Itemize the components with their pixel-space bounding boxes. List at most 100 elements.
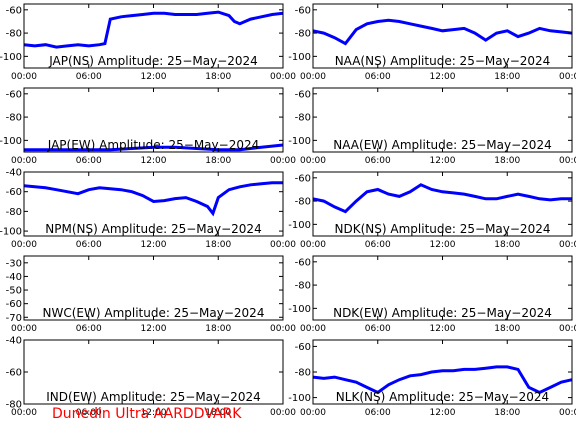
series-line (312, 18, 573, 46)
x-tick-label: 12:00 (430, 156, 456, 166)
panel-title: NDK(EW) Amplitude: 25−May−2024 (333, 306, 552, 320)
panel-title: JAP(EW) Amplitude: 25−May−2024 (47, 138, 259, 152)
x-tick-label: 06:00 (76, 240, 102, 250)
x-tick-label: 00:00 (559, 72, 576, 82)
x-tick-label: 18:00 (494, 324, 520, 334)
x-tick-label: 00:00 (300, 72, 326, 82)
x-tick-label: 00:00 (270, 72, 296, 82)
y-tick-label: -50 (6, 286, 22, 297)
y-tick-label: -100 (288, 304, 311, 315)
panel-3: -60 -80 -100 00:00 06:00 12:00 18:00 00:00 JAP(E… (0, 87, 296, 166)
series-line (312, 365, 573, 395)
x-tick-label: 12:00 (430, 324, 456, 334)
y-tick-label: -80 (295, 113, 311, 124)
y-tick-label: -100 (0, 52, 22, 63)
x-tick-label: 18:00 (205, 156, 231, 166)
y-tick-label: -60 (295, 257, 311, 268)
x-tick-label: 00:00 (11, 72, 37, 82)
y-tick-label: -60 (6, 368, 22, 379)
x-tick-label: 12:00 (141, 324, 167, 334)
x-tick-label: 00:00 (300, 324, 326, 334)
x-tick-label: 12:00 (141, 156, 167, 166)
x-tick-label: 00:00 (300, 240, 326, 250)
x-tick-label: 00:00 (11, 240, 37, 250)
panel-5: -40 -60 -80 -100 00:00 06:00 12:00 18:00 00:00 NP… (0, 168, 296, 251)
y-tick-label: -80 (295, 368, 311, 379)
panel-10: -60 -80 -100 00:00 06:00 12:00 18:00 00:00 NLK(N… (288, 339, 576, 418)
y-tick-label: -80 (6, 400, 22, 411)
x-tick-label: 12:00 (141, 240, 167, 250)
x-tick-label: 12:00 (141, 408, 167, 418)
x-tick-label: 06:00 (365, 324, 391, 334)
x-tick-label: 06:00 (365, 240, 391, 250)
y-tick-label: -80 (295, 281, 311, 292)
series-line (23, 181, 283, 217)
panel-title: NPM(NS) Amplitude: 25−May−2024 (45, 222, 261, 236)
y-tick-label: -40 (6, 272, 22, 283)
y-tick-label: -60 (6, 89, 22, 100)
y-tick-label: -60 (295, 89, 311, 100)
x-tick-label: 06:00 (76, 324, 102, 334)
panel-title: NWC(EW) Amplitude: 25−May−2024 (43, 306, 265, 320)
x-tick-label: 06:00 (365, 72, 391, 82)
y-tick-label: -80 (6, 207, 22, 218)
y-tick-label: -80 (295, 29, 311, 40)
x-tick-label: 12:00 (141, 72, 167, 82)
panel-6: -60 -80 -100 00:00 06:00 12:00 18:00 00:00 NDK(N… (288, 171, 576, 250)
y-tick-label: -80 (6, 113, 22, 124)
y-tick-label: -100 (0, 136, 22, 147)
panel-title: NLK(NS) Amplitude: 25−May−2024 (336, 390, 549, 404)
panel-title: NAA(EW) Amplitude: 25−May−2024 (333, 138, 551, 152)
y-tick-label: -60 (295, 5, 311, 16)
footer-label: Dunedin Ultra AARDDVARK (52, 406, 242, 422)
y-tick-label: -40 (6, 168, 22, 179)
panel-title: JAP(NS) Amplitude: 25−May−2024 (48, 54, 258, 68)
x-tick-label: 06:00 (365, 408, 391, 418)
y-tick-label: -100 (0, 227, 22, 238)
y-tick-label: -60 (6, 187, 22, 198)
series-line (24, 143, 284, 152)
x-tick-label: 00:00 (270, 240, 296, 250)
x-tick-label: 18:00 (494, 408, 520, 418)
x-tick-label: 00:00 (559, 156, 576, 166)
panel-title: IND(EW) Amplitude: 25−May−2024 (46, 390, 260, 404)
panel-8: -60 -80 -100 00:00 06:00 12:00 18:00 00:00 NDK(E… (288, 255, 576, 334)
x-tick-label: 00:00 (559, 324, 576, 334)
x-tick-label: 18:00 (205, 72, 231, 82)
x-tick-label: 12:00 (430, 408, 456, 418)
y-tick-label: -60 (6, 299, 22, 310)
x-tick-label: 00:00 (270, 156, 296, 166)
panel-title: NAA(NS) Amplitude: 25−May−2024 (335, 54, 551, 68)
y-tick-label: -30 (6, 258, 22, 269)
y-tick-label: -40 (6, 336, 22, 347)
y-tick-label: -100 (288, 220, 311, 231)
x-tick-label: 06:00 (365, 156, 391, 166)
x-tick-label: 00:00 (11, 156, 37, 166)
x-tick-label: 00:00 (559, 240, 576, 250)
x-tick-label: 00:00 (559, 408, 576, 418)
y-tick-label: -100 (288, 136, 311, 147)
panel-1: -60 -80 -100 00:00 06:00 12:00 18:00 00:00 JAP(N… (0, 3, 296, 82)
y-tick-label: -100 (288, 393, 311, 404)
x-tick-label: 00:00 (300, 156, 326, 166)
x-tick-label: 18:00 (494, 240, 520, 250)
x-tick-label: 00:00 (11, 324, 37, 334)
y-tick-label: -80 (6, 29, 22, 40)
series-line (312, 183, 572, 214)
x-tick-label: 18:00 (205, 324, 231, 334)
y-tick-label: -60 (295, 173, 311, 184)
y-tick-label: -60 (6, 5, 22, 16)
x-tick-label: 12:00 (430, 240, 456, 250)
x-tick-label: 12:00 (430, 72, 456, 82)
x-tick-label: 18:00 (494, 156, 520, 166)
y-tick-label: -70 (6, 313, 22, 324)
panel-title: NDK(NS) Amplitude: 25−May−2024 (335, 222, 551, 236)
x-tick-label: 06:00 (76, 408, 102, 418)
y-tick-label: -60 (295, 342, 311, 353)
panel-4: -60 -80 -100 00:00 06:00 12:00 18:00 00:00 NAA(E… (288, 87, 576, 166)
panel-2: -60 -80 -100 00:00 06:00 12:00 18:00 00:00 NAA(N… (288, 3, 576, 82)
x-tick-label: 06:00 (76, 156, 102, 166)
x-tick-label: 00:00 (270, 408, 296, 418)
